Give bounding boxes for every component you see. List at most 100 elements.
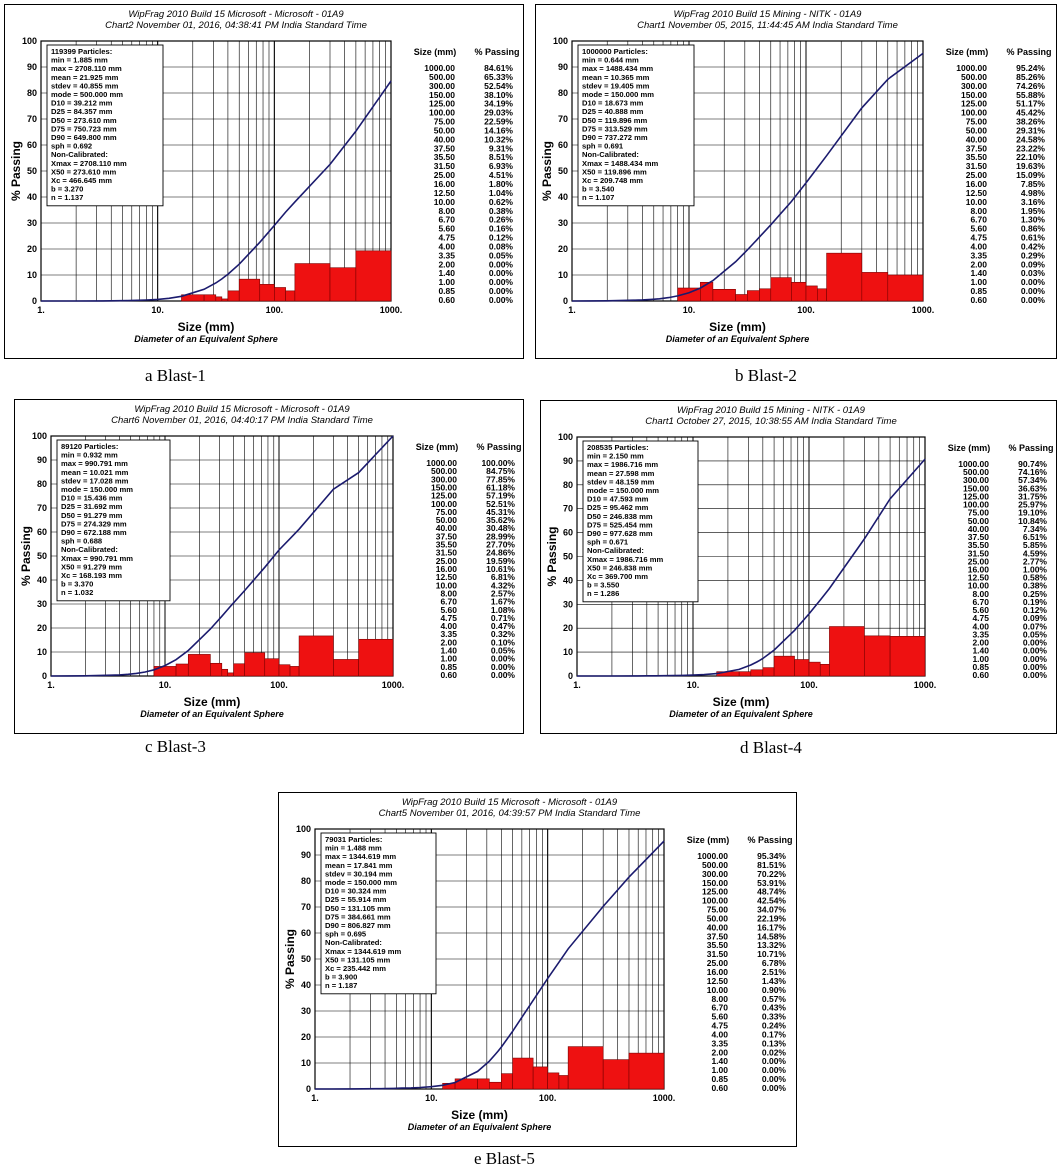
table-size-cell: 300.00	[963, 475, 989, 485]
table-passing-cell: 95.24%	[1016, 63, 1045, 73]
table-passing-cell: 0.62%	[489, 197, 514, 207]
x-axis-subtitle: Diameter of an Equivalent Sphere	[140, 709, 284, 719]
histogram-bar	[175, 663, 189, 677]
stats-line: D75 = 313.529 mm	[582, 124, 648, 133]
histogram-bar	[215, 296, 223, 302]
stats-line: b = 3.370	[61, 580, 93, 589]
y-tick-label: 40	[37, 575, 47, 585]
y-tick-label: 60	[301, 928, 311, 938]
table-size-cell: 1.00	[440, 654, 457, 664]
table-size-cell: 0.60	[711, 1083, 728, 1093]
stats-line: b = 3.540	[582, 185, 614, 194]
table-passing-cell: 2.51%	[762, 967, 787, 977]
x-axis-subtitle: Diameter of an Equivalent Sphere	[134, 334, 278, 344]
table-passing-cell: 0.00%	[489, 268, 514, 278]
y-tick-label: 20	[301, 1032, 311, 1042]
table-passing-cell: 61.18%	[486, 482, 515, 492]
table-passing-cell: 23.22%	[1016, 143, 1045, 153]
table-passing-cell: 0.00%	[489, 295, 514, 305]
table-size-cell: 3.35	[438, 250, 455, 260]
stats-line: 208535 Particles:	[587, 443, 649, 452]
chart-header-line1: WipFrag 2010 Build 15 Mining - NITK - 01…	[674, 9, 863, 20]
table-passing-cell: 0.12%	[489, 233, 514, 243]
table-passing-cell: 25.97%	[1018, 500, 1047, 510]
table-size-cell: 35.50	[707, 940, 729, 950]
histogram-bar	[628, 1052, 665, 1090]
table-size-cell: 1.40	[438, 268, 455, 278]
stats-line: Xmax = 1986.716 mm	[587, 555, 663, 564]
table-size-cell: 8.00	[440, 588, 457, 598]
table-passing-cell: 52.51%	[486, 499, 515, 509]
stats-line: max = 990.791 mm	[61, 459, 128, 468]
table-passing-cell: 100.00%	[481, 458, 515, 468]
table-header-passing: % Passing	[476, 442, 521, 452]
table-size-cell: 0.60	[970, 295, 987, 305]
table-passing-cell: 0.58%	[1023, 573, 1048, 583]
chart-header-line2: Chart2 November 01, 2016, 04:38:41 PM In…	[105, 20, 367, 31]
table-size-cell: 125.00	[431, 491, 457, 501]
table-passing-cell: 0.07%	[1023, 621, 1048, 631]
table-size-cell: 3.35	[440, 629, 457, 639]
histogram-bar	[712, 288, 736, 302]
table-size-cell: 40.00	[966, 134, 988, 144]
y-axis-title: % Passing	[283, 929, 297, 989]
table-size-cell: 50.00	[707, 913, 729, 923]
table-passing-cell: 0.57%	[762, 994, 787, 1004]
stats-line: D90 = 672.188 mm	[61, 528, 127, 537]
table-passing-cell: 0.00%	[491, 670, 516, 680]
table-size-cell: 500.00	[429, 72, 455, 82]
stats-line: n = 1.286	[587, 589, 619, 598]
table-size-cell: 31.50	[966, 161, 988, 171]
cumulative-passing-curve	[571, 52, 924, 302]
table-passing-cell: 52.54%	[484, 81, 513, 91]
chart-header-line2: Chart1 November 05, 2015, 11:44:45 AM In…	[637, 20, 898, 31]
table-size-cell: 35.50	[966, 152, 988, 162]
y-tick-label: 0	[42, 671, 47, 681]
table-passing-cell: 51.17%	[1016, 99, 1045, 109]
y-tick-label: 50	[558, 166, 568, 176]
stats-line: n = 1.187	[325, 981, 357, 990]
stats-line: X50 = 91.279 mm	[61, 562, 122, 571]
table-passing-cell: 0.00%	[1023, 654, 1048, 664]
x-tick-label: 1000.	[912, 305, 935, 315]
histogram-bar	[355, 250, 392, 302]
y-tick-label: 40	[558, 192, 568, 202]
table-size-cell: 500.00	[961, 72, 987, 82]
table-passing-cell: 0.00%	[1023, 646, 1048, 656]
stats-line: D50 = 119.896 mm	[582, 116, 647, 125]
table-passing-cell: 10.71%	[757, 949, 786, 959]
x-tick-label: 1.	[568, 305, 576, 315]
stats-line: b = 3.900	[325, 973, 357, 982]
table-size-cell: 8.00	[972, 589, 989, 599]
table-size-cell: 1.00	[970, 277, 987, 287]
table-size-cell: 4.00	[711, 1029, 728, 1039]
table-passing-cell: 38.10%	[484, 90, 513, 100]
table-passing-cell: 45.42%	[1016, 108, 1045, 118]
table-size-cell: 75.00	[966, 117, 988, 127]
cumulative-passing-curve	[41, 80, 392, 302]
stats-line: mean = 10.365 mm	[582, 73, 650, 82]
stats-line: D50 = 273.610 mm	[51, 116, 117, 125]
table-passing-cell: 8.51%	[489, 152, 514, 162]
table-passing-cell: 29.31%	[1016, 125, 1045, 135]
x-tick-label: 1000.	[653, 1093, 676, 1103]
table-passing-cell: 0.00%	[1021, 277, 1046, 287]
histogram-bar	[889, 636, 926, 677]
histogram-bar	[770, 277, 792, 302]
table-size-cell: 8.00	[438, 206, 455, 216]
table-size-cell: 100.00	[961, 108, 987, 118]
table-passing-cell: 1.67%	[491, 597, 516, 607]
stats-line: D10 = 47.593 mm	[587, 495, 649, 504]
y-axis-title: % Passing	[19, 526, 33, 586]
table-header-size: Size (mm)	[948, 443, 991, 453]
stats-line: mode = 150.000 mm	[582, 90, 654, 99]
histogram-bar	[244, 652, 266, 677]
table-size-cell: 4.00	[972, 621, 989, 631]
table-passing-cell: 38.26%	[1016, 117, 1045, 127]
table-passing-cell: 0.00%	[491, 662, 516, 672]
table-size-cell: 16.00	[968, 565, 990, 575]
table-size-cell: 31.50	[968, 548, 990, 558]
stats-line: stdev = 30.194 mm	[325, 869, 393, 878]
histogram-bar	[501, 1073, 513, 1090]
table-size-cell: 31.50	[436, 548, 458, 558]
